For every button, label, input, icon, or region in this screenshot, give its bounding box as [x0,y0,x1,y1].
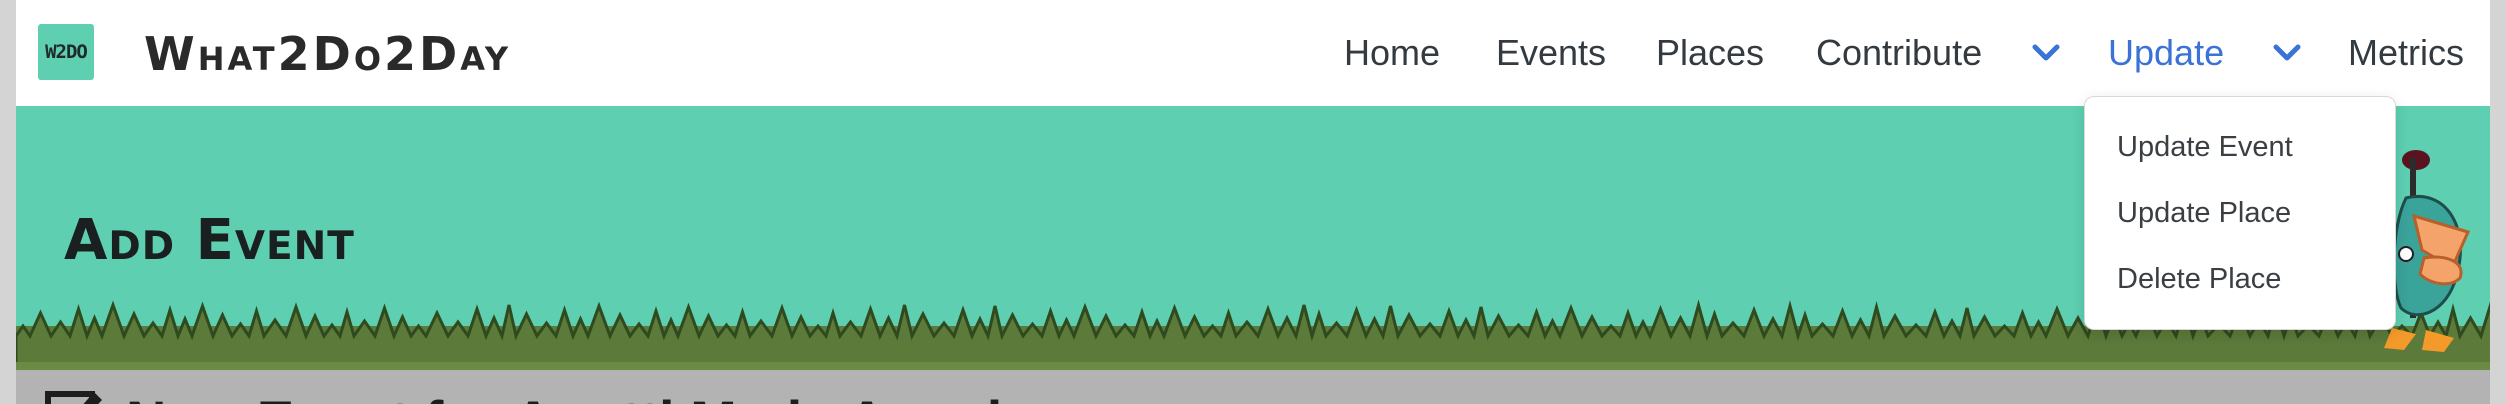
menu-item-update-event[interactable]: Update Event [2117,131,2293,163]
page-frame: Add Event New Event for Anotti Mada Ange… [16,0,2490,404]
platypus-mascot-image [2384,150,2471,352]
nav-metrics[interactable]: Metrics [2348,32,2464,73]
hero-banner: Add Event [16,106,2490,370]
menu-item-delete-place[interactable]: Delete Place [2117,263,2282,295]
nav-contribute[interactable]: Contribute [1816,32,1983,73]
nav-update[interactable]: Update [2108,32,2225,73]
content-header: New Event for Anotti Mada Angel [16,370,2490,404]
logo-icon[interactable]: W2DO [38,24,94,80]
top-navbar: W2DO What2Do2Day Home Events Places Cont… [16,0,2490,106]
edit-icon [45,391,102,404]
page-title: Add Event [64,208,355,273]
brand-name[interactable]: What2Do2Day [144,27,512,81]
chevron-down-icon[interactable] [2272,42,2302,64]
chevron-down-icon[interactable] [2031,42,2061,64]
content-heading: New Event for Anotti Mada Angel [126,388,1002,404]
nav-events[interactable]: Events [1496,32,1607,73]
menu-item-update-place[interactable]: Update Place [2117,197,2292,229]
update-dropdown-menu: Update Event Update Place Delete Place [2084,96,2396,330]
grass-decoration [16,299,2490,370]
nav-places[interactable]: Places [1656,32,1765,73]
nav-home[interactable]: Home [1344,32,1441,73]
